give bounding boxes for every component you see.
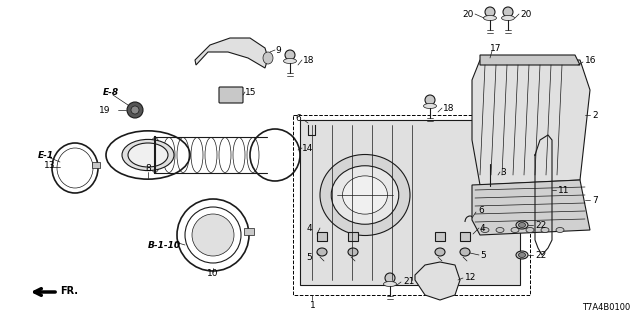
Bar (317, 232, 327, 241)
Ellipse shape (496, 228, 504, 233)
Ellipse shape (424, 103, 436, 108)
Polygon shape (472, 180, 590, 235)
Ellipse shape (284, 59, 296, 63)
Circle shape (127, 102, 143, 118)
Ellipse shape (556, 228, 564, 233)
Text: 19: 19 (99, 106, 110, 115)
Ellipse shape (503, 7, 513, 17)
Ellipse shape (435, 248, 445, 256)
Bar (348, 232, 358, 241)
Ellipse shape (320, 155, 410, 236)
Text: FR.: FR. (60, 286, 78, 296)
Ellipse shape (518, 252, 525, 258)
FancyBboxPatch shape (219, 87, 243, 103)
Text: 5: 5 (307, 253, 312, 262)
Ellipse shape (516, 221, 528, 229)
Text: 21: 21 (403, 277, 414, 286)
Text: 18: 18 (443, 103, 454, 113)
Text: 11: 11 (558, 186, 570, 195)
Text: E-8: E-8 (103, 87, 119, 97)
Ellipse shape (502, 15, 515, 20)
Text: 6: 6 (478, 205, 484, 214)
Text: 20: 20 (463, 10, 474, 19)
Text: 14: 14 (302, 143, 314, 153)
Text: 2: 2 (592, 110, 598, 119)
Ellipse shape (460, 248, 470, 256)
Text: 5: 5 (480, 251, 486, 260)
Ellipse shape (526, 228, 534, 233)
Ellipse shape (263, 52, 273, 64)
Text: T7A4B0100: T7A4B0100 (582, 303, 630, 312)
Ellipse shape (332, 166, 399, 224)
Ellipse shape (128, 143, 168, 167)
Text: 6: 6 (295, 114, 301, 123)
Polygon shape (415, 262, 460, 300)
Text: 16: 16 (585, 55, 596, 65)
Text: 9: 9 (275, 45, 281, 54)
Bar (435, 232, 445, 241)
Text: 4: 4 (307, 223, 312, 233)
Text: 8: 8 (145, 164, 151, 172)
Text: B-1-10: B-1-10 (148, 241, 181, 250)
Polygon shape (195, 38, 268, 68)
Ellipse shape (348, 248, 358, 256)
Text: 3: 3 (500, 167, 506, 177)
Ellipse shape (541, 228, 549, 233)
Polygon shape (472, 60, 590, 185)
Text: E-1: E-1 (38, 150, 54, 159)
Ellipse shape (518, 222, 525, 228)
Text: 13: 13 (44, 161, 56, 170)
Text: 17: 17 (490, 44, 502, 52)
Text: 22: 22 (535, 251, 547, 260)
Ellipse shape (385, 273, 395, 283)
Bar (244, 228, 254, 235)
Bar (92, 162, 100, 168)
Text: 22: 22 (535, 220, 547, 229)
Ellipse shape (285, 50, 295, 60)
Bar (460, 232, 470, 241)
Text: 4: 4 (480, 223, 486, 233)
Text: 1: 1 (310, 300, 316, 309)
Bar (293, 115, 530, 295)
Ellipse shape (516, 251, 528, 259)
Text: 12: 12 (465, 274, 476, 283)
Text: 20: 20 (520, 10, 531, 19)
Ellipse shape (511, 228, 519, 233)
Bar (300, 120, 520, 285)
Ellipse shape (317, 248, 327, 256)
Circle shape (131, 106, 139, 114)
Ellipse shape (485, 7, 495, 17)
Text: 18: 18 (303, 55, 314, 65)
Ellipse shape (192, 214, 234, 256)
Ellipse shape (122, 140, 174, 171)
Ellipse shape (481, 228, 489, 233)
Ellipse shape (483, 15, 497, 20)
Polygon shape (480, 55, 580, 65)
Text: 10: 10 (207, 269, 219, 278)
Text: 15: 15 (245, 87, 257, 97)
Ellipse shape (383, 282, 397, 286)
Text: 7: 7 (592, 196, 598, 204)
Ellipse shape (425, 95, 435, 105)
Ellipse shape (342, 176, 387, 214)
